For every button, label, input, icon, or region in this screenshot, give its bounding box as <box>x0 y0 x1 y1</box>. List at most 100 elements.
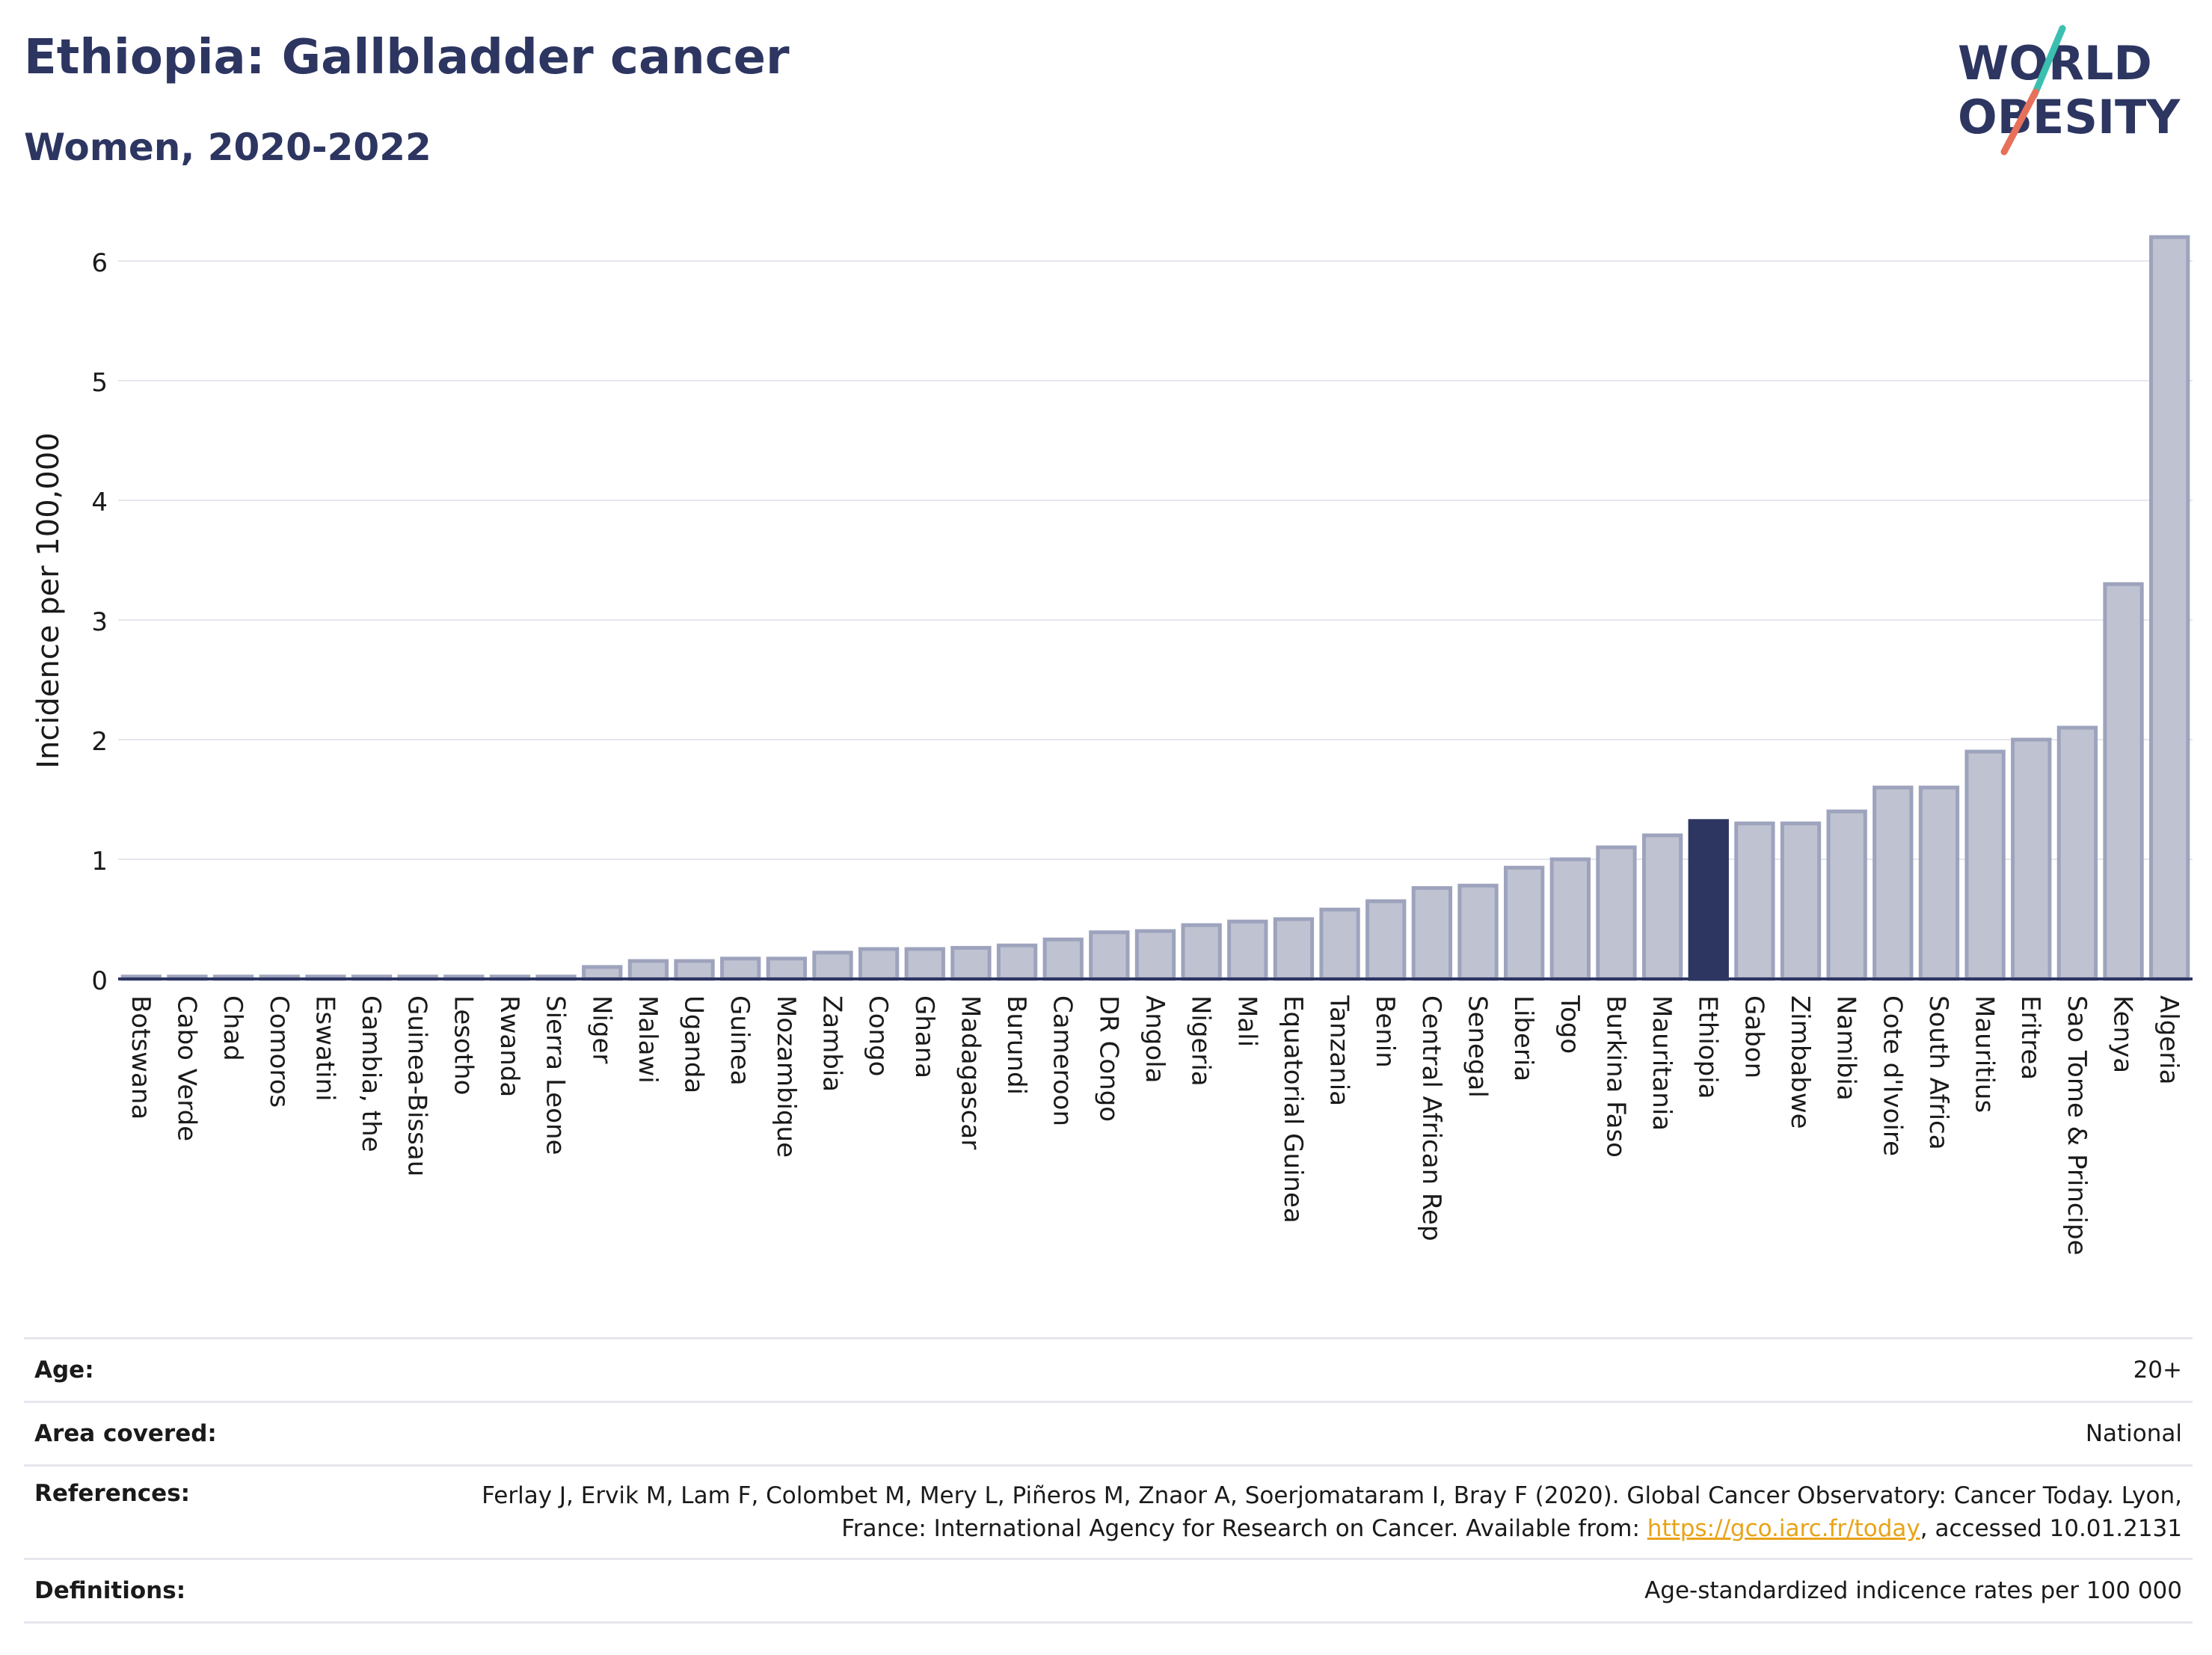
bar-central-african-rep <box>1411 885 1453 981</box>
x-tick-label: Senegal <box>1463 995 1493 1098</box>
bar-guinea <box>720 957 761 981</box>
bar-mauritius <box>1964 749 2006 981</box>
x-axis-ticks: Botswana Cabo Verde Chad Comoros Eswatini Gam… <box>126 995 2184 1256</box>
y-tick-label: 2 <box>91 727 108 757</box>
x-tick-label: Congo <box>863 995 893 1076</box>
x-tick-label: Cabo Verde <box>171 995 201 1141</box>
x-tick-label: Mali <box>1232 995 1262 1047</box>
bar-dr-congo <box>1089 930 1130 981</box>
x-tick-label: Tanzania <box>1324 995 1354 1106</box>
bar-kenya <box>2103 582 2144 981</box>
x-tick-label: Algeria <box>2154 995 2184 1084</box>
logo-slash-coral <box>2000 88 2039 156</box>
x-tick-label: Chad <box>218 995 248 1061</box>
bar-ghana <box>904 947 945 981</box>
bar-namibia <box>1826 809 1867 981</box>
bar-angola <box>1134 929 1176 981</box>
y-tick-label: 1 <box>91 847 108 876</box>
bar-zambia <box>812 951 853 981</box>
y-tick-label: 5 <box>91 368 108 398</box>
bar-zimbabwe <box>1780 821 1822 981</box>
y-axis-ticks: 0 1 2 3 4 5 6 <box>91 248 108 996</box>
bar-cameroon <box>1042 937 1084 981</box>
x-tick-label: Malawi <box>633 995 663 1084</box>
x-tick-label: DR Congo <box>1093 995 1123 1122</box>
logo-text-line2: OBESITY <box>1958 90 2181 144</box>
bar-cote-d-ivoire <box>1872 785 1914 981</box>
bar-nigeria <box>1181 923 1222 981</box>
references-link[interactable]: https://gco.iarc.fr/today <box>1647 1515 1920 1542</box>
bar-mauritania <box>1641 833 1683 981</box>
x-tick-label: Angola <box>1140 995 1170 1083</box>
y-tick-label: 6 <box>91 248 108 278</box>
bar-madagascar <box>950 945 992 981</box>
x-tick-label: Equatorial Guinea <box>1278 995 1308 1223</box>
x-tick-label: Benin <box>1370 995 1400 1068</box>
x-tick-label: Mauritius <box>1970 995 2000 1113</box>
references-text: Ferlay J, Ervik M, Lam F, Colombet M, Me… <box>482 1482 2182 1542</box>
age-value: 20+ <box>2133 1357 2182 1384</box>
x-tick-label: Lesotho <box>448 995 478 1095</box>
y-axis-label: Incidence per 100,000 <box>31 432 66 769</box>
x-tick-label: Gambia, the <box>356 995 386 1152</box>
x-tick-label: Namibia <box>1831 995 1861 1101</box>
bar-south-africa <box>1918 785 1960 981</box>
x-tick-label: Togo <box>1555 995 1585 1054</box>
x-tick-label: Gabon <box>1739 995 1769 1078</box>
x-tick-label: Burundi <box>1001 995 1031 1095</box>
references-value: Ferlay J, Ervik M, Lam F, Colombet M, Me… <box>462 1479 2193 1545</box>
bar-sao-tome-principe <box>2056 725 2098 981</box>
references-tail: , accessed 10.01.2131 <box>1920 1515 2182 1542</box>
world-obesity-logo: WORLD OBESITY <box>1958 25 2181 156</box>
x-tick-label: Botswana <box>126 995 156 1120</box>
bar-algeria <box>2149 235 2190 981</box>
x-tick-label: Guinea <box>725 995 755 1086</box>
bar-mali <box>1227 919 1268 981</box>
area-label: Area covered: <box>34 1420 217 1447</box>
bar-togo <box>1549 857 1591 981</box>
footer-row-age: Age: 20+ <box>24 1337 2193 1401</box>
footer-row-references: References: Ferlay J, Ervik M, Lam F, Co… <box>24 1464 2193 1558</box>
chart-subtitle: Women, 2020-2022 <box>24 126 431 169</box>
x-tick-label: Mauritania <box>1647 995 1677 1131</box>
logo-slash-teal <box>2030 25 2066 99</box>
bar-congo <box>858 947 900 981</box>
x-tick-label: Mozambique <box>771 995 801 1158</box>
bar-mozambique <box>766 957 808 981</box>
x-tick-label: Nigeria <box>1186 995 1216 1087</box>
x-tick-label: Cote d'Ivoire <box>1877 995 1907 1156</box>
x-tick-label: Niger <box>586 995 616 1063</box>
gridlines <box>118 260 2193 860</box>
x-tick-label: Ethiopia <box>1693 995 1723 1099</box>
x-tick-label: Uganda <box>679 995 709 1093</box>
bar-equatorial-guinea <box>1273 917 1315 981</box>
chart-footer: Age: 20+ Area covered: National Referenc… <box>24 1337 2193 1624</box>
x-tick-label: Sierra Leone <box>541 995 571 1155</box>
x-tick-label: South Africa <box>1923 995 1953 1150</box>
x-tick-label: Sao Tome & Principe <box>2062 995 2092 1256</box>
y-tick-label: 0 <box>91 966 108 996</box>
x-tick-label: Burkina Faso <box>1600 995 1630 1158</box>
definitions-value: Age-standardized indicence rates per 100… <box>1644 1577 2182 1604</box>
x-tick-label: Guinea-Bissau <box>402 995 432 1176</box>
footer-row-definitions: Definitions: Age-standardized indicence … <box>24 1558 2193 1624</box>
bar-burundi <box>996 943 1038 981</box>
bars <box>120 235 2190 981</box>
area-value: National <box>2085 1420 2182 1447</box>
y-tick-label: 3 <box>91 607 108 637</box>
x-tick-label: Madagascar <box>955 995 985 1149</box>
x-tick-label: Zambia <box>817 995 847 1092</box>
age-label: Age: <box>34 1357 94 1384</box>
bar-ethiopia <box>1688 819 1729 981</box>
references-label: References: <box>34 1480 191 1507</box>
bar-gabon <box>1734 821 1775 981</box>
bar-burkina-faso <box>1596 845 1637 981</box>
bar-eritrea <box>2011 737 2052 981</box>
bar-tanzania <box>1319 907 1360 981</box>
y-tick-label: 4 <box>91 488 108 518</box>
bar-niger <box>582 965 623 981</box>
x-tick-label: Central African Rep <box>1416 995 1446 1241</box>
x-tick-label: Comoros <box>264 995 294 1108</box>
x-tick-label: Ghana <box>909 995 939 1078</box>
definitions-label: Definitions: <box>34 1577 186 1604</box>
